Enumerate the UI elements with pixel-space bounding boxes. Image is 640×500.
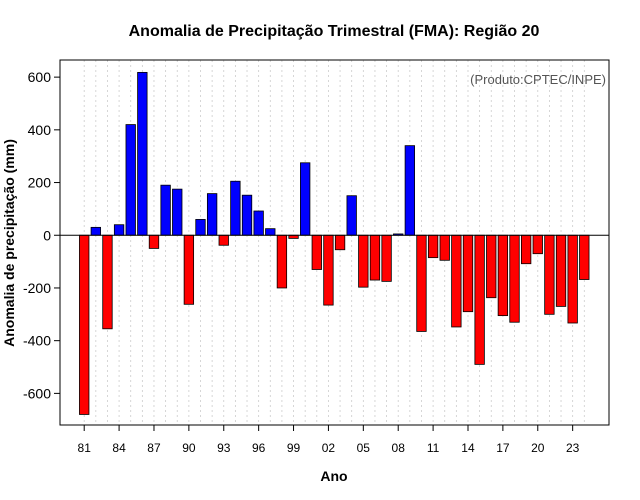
bar-1990 <box>183 234 195 305</box>
bar-2005 <box>358 234 369 288</box>
bar-1985 <box>125 124 136 236</box>
y-axis-title: Anomalia de precipitação (mm) <box>1 139 17 347</box>
bar-2020 <box>532 234 543 255</box>
bar-1981 <box>79 234 90 415</box>
bar-2019 <box>520 234 532 265</box>
y-tick-label: 600 <box>28 69 52 85</box>
bar-1989 <box>172 188 183 236</box>
x-tick-label: 17 <box>496 441 510 455</box>
bar-2000 <box>300 162 311 236</box>
chart-title: Anomalia de Precipitação Trimestral (FMA… <box>129 23 540 40</box>
y-tick-label: -200 <box>23 280 51 296</box>
bar-2015 <box>474 234 485 365</box>
axes: -600 -400 -200 0 200 400 600 81 84 87 90 93 96 99 02 05… <box>23 59 610 455</box>
x-tick-label: 96 <box>252 441 266 455</box>
x-tick-label: 11 <box>427 441 440 455</box>
x-tick-label: 23 <box>566 441 580 455</box>
x-tick-label: 93 <box>217 441 231 455</box>
bar-1982 <box>90 226 101 236</box>
bar-2021 <box>544 234 555 315</box>
x-tick-label: 08 <box>392 441 406 455</box>
bar-2001 <box>311 234 322 270</box>
bar-2002 <box>323 234 334 306</box>
bar-1984 <box>113 224 125 236</box>
bar-1993 <box>218 234 229 246</box>
bar-1987 <box>148 234 160 249</box>
y-tick-label: -400 <box>23 333 51 349</box>
x-tick-label: 99 <box>287 441 301 455</box>
bar-2017 <box>497 234 509 317</box>
x-tick-label: 84 <box>112 441 126 455</box>
bar-2013 <box>451 234 462 328</box>
y-tick-label: -600 <box>23 385 51 401</box>
bar-2022 <box>555 234 567 307</box>
bar-2006 <box>369 234 381 281</box>
bar-1991 <box>195 219 206 236</box>
bar-2011 <box>427 234 439 259</box>
y-tick-label: 0 <box>43 227 51 243</box>
bar-2010 <box>416 234 427 332</box>
bar-1992 <box>206 193 218 236</box>
bar-1995 <box>241 194 253 236</box>
x-tick-label: 02 <box>322 441 336 455</box>
bar-2014 <box>462 234 474 313</box>
y-tick-label: 400 <box>28 122 52 138</box>
bar-2009 <box>404 145 415 236</box>
bar-1986 <box>137 71 148 236</box>
bar-1998 <box>276 234 288 289</box>
x-tick-label: 87 <box>147 441 161 455</box>
bar-1996 <box>253 210 264 236</box>
x-tick-label: 14 <box>461 441 475 455</box>
bar-2016 <box>486 234 497 299</box>
bar-1997 <box>265 228 276 236</box>
bar-2004 <box>346 195 357 236</box>
bar-2018 <box>509 234 520 323</box>
source-credit: (Produto:CPTEC/INPE) <box>470 72 606 87</box>
x-axis-title: Ano <box>320 468 347 484</box>
x-tick-label: 20 <box>531 441 545 455</box>
bar-2003 <box>334 234 346 251</box>
plot-frame <box>59 59 610 426</box>
grid-lines <box>83 60 585 425</box>
x-tick-label: 81 <box>78 441 92 455</box>
bar-2007 <box>381 234 392 282</box>
bar-1983 <box>102 234 113 330</box>
bar-1994 <box>230 180 241 236</box>
x-tick-label: 90 <box>182 441 196 455</box>
bar-2012 <box>439 234 450 261</box>
y-tick-label: 200 <box>28 175 52 191</box>
bar-2023 <box>567 234 578 324</box>
bar-series <box>79 71 590 415</box>
bar-1988 <box>160 184 171 236</box>
x-tick-label: 05 <box>357 441 371 455</box>
bar-2024 <box>579 234 590 280</box>
